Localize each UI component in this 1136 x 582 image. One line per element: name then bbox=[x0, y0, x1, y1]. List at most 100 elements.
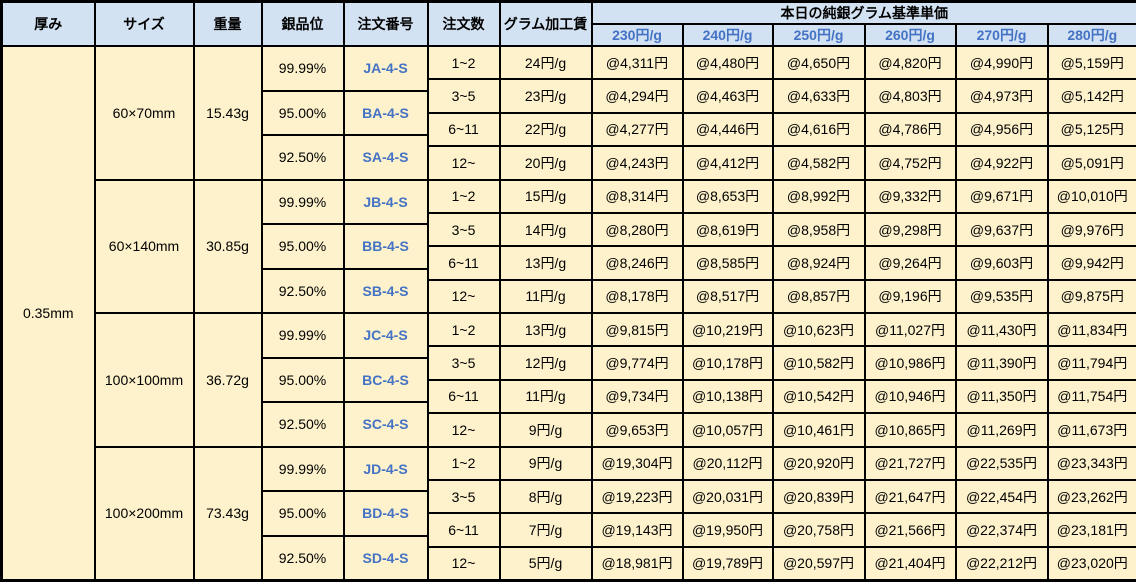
price-cell: @23,181円 bbox=[1048, 513, 1136, 546]
price-cell: @4,582円 bbox=[773, 146, 865, 179]
price-cell: @20,839円 bbox=[773, 480, 865, 513]
price-cell: @23,262円 bbox=[1048, 480, 1136, 513]
order-no-cell: JB-4-S bbox=[344, 180, 428, 225]
fee-cell: 20円/g bbox=[500, 146, 592, 179]
purity-cell: 92.50% bbox=[262, 536, 344, 581]
fee-cell: 7円/g bbox=[500, 513, 592, 546]
price-cell: @11,027円 bbox=[865, 313, 956, 346]
price-cell: @9,734円 bbox=[592, 380, 683, 413]
purity-cell: 95.00% bbox=[262, 91, 344, 136]
col-header-order-qty: 注文数 bbox=[428, 2, 500, 47]
price-tier-header-240: 240円/g bbox=[683, 24, 773, 46]
price-cell: @11,430円 bbox=[956, 313, 1048, 346]
price-cell: @4,616円 bbox=[773, 113, 865, 146]
price-cell: @8,924円 bbox=[773, 246, 865, 279]
order-qty-cell: 3~5 bbox=[428, 480, 500, 513]
price-cell: @20,597円 bbox=[773, 547, 865, 580]
price-cell: @21,566円 bbox=[865, 513, 956, 546]
price-cell: @8,992円 bbox=[773, 180, 865, 213]
order-no-cell: SC-4-S bbox=[344, 402, 428, 447]
price-cell: @4,990円 bbox=[956, 46, 1048, 79]
price-cell: @8,653円 bbox=[683, 180, 773, 213]
fee-cell: 23円/g bbox=[500, 79, 592, 112]
order-no-cell: SB-4-S bbox=[344, 269, 428, 314]
order-qty-cell: 6~11 bbox=[428, 246, 500, 279]
price-cell: @8,314円 bbox=[592, 180, 683, 213]
purity-cell: 92.50% bbox=[262, 402, 344, 447]
price-cell: @8,857円 bbox=[773, 280, 865, 313]
price-cell: @11,350円 bbox=[956, 380, 1048, 413]
price-group-header: 本日の純銀グラム基準単価 bbox=[592, 2, 1136, 25]
fee-cell: 9円/g bbox=[500, 413, 592, 446]
order-no-cell: JD-4-S bbox=[344, 447, 428, 492]
price-cell: @4,446円 bbox=[683, 113, 773, 146]
order-no-cell: BD-4-S bbox=[344, 491, 428, 536]
price-cell: @22,212円 bbox=[956, 547, 1048, 580]
price-cell: @4,922円 bbox=[956, 146, 1048, 179]
price-cell: @8,517円 bbox=[683, 280, 773, 313]
order-no-cell: BB-4-S bbox=[344, 224, 428, 269]
col-header-order-no: 注文番号 bbox=[344, 2, 428, 47]
price-cell: @9,264円 bbox=[865, 246, 956, 279]
price-cell: @10,946円 bbox=[865, 380, 956, 413]
price-cell: @9,976円 bbox=[1048, 213, 1136, 246]
price-cell: @11,269円 bbox=[956, 413, 1048, 446]
order-qty-cell: 1~2 bbox=[428, 313, 500, 346]
order-no-cell: JC-4-S bbox=[344, 313, 428, 358]
price-cell: @9,942円 bbox=[1048, 246, 1136, 279]
price-cell: @10,582円 bbox=[773, 346, 865, 379]
price-cell: @4,650円 bbox=[773, 46, 865, 79]
price-cell: @4,803円 bbox=[865, 79, 956, 112]
price-cell: @10,138円 bbox=[683, 380, 773, 413]
price-cell: @10,178円 bbox=[683, 346, 773, 379]
price-cell: @22,535円 bbox=[956, 447, 1048, 480]
fee-cell: 11円/g bbox=[500, 280, 592, 313]
order-qty-cell: 1~2 bbox=[428, 447, 500, 480]
price-cell: @5,142円 bbox=[1048, 79, 1136, 112]
order-no-cell: BA-4-S bbox=[344, 91, 428, 136]
price-cell: @23,343円 bbox=[1048, 447, 1136, 480]
price-cell: @19,950円 bbox=[683, 513, 773, 546]
price-cell: @9,653円 bbox=[592, 413, 683, 446]
price-cell: @4,412円 bbox=[683, 146, 773, 179]
price-cell: @5,159円 bbox=[1048, 46, 1136, 79]
col-header-thickness: 厚み bbox=[2, 2, 95, 47]
price-cell: @9,815円 bbox=[592, 313, 683, 346]
price-cell: @5,125円 bbox=[1048, 113, 1136, 146]
price-cell: @8,246円 bbox=[592, 246, 683, 279]
price-cell: @9,196円 bbox=[865, 280, 956, 313]
price-cell: @4,311円 bbox=[592, 46, 683, 79]
fee-cell: 15円/g bbox=[500, 180, 592, 213]
price-cell: @20,112円 bbox=[683, 447, 773, 480]
col-header-fee: グラム加工賃 bbox=[500, 2, 592, 47]
order-no-cell: JA-4-S bbox=[344, 46, 428, 91]
col-header-size: サイズ bbox=[95, 2, 194, 47]
price-cell: @9,332円 bbox=[865, 180, 956, 213]
price-tier-header-250: 250円/g bbox=[773, 24, 865, 46]
price-tier-header-280: 280円/g bbox=[1048, 24, 1136, 46]
fee-cell: 9円/g bbox=[500, 447, 592, 480]
price-cell: @20,758円 bbox=[773, 513, 865, 546]
table-header: 厚み サイズ 重量 銀品位 注文番号 注文数 グラム加工賃 本日の純銀グラム基準… bbox=[2, 2, 1136, 47]
fee-cell: 14円/g bbox=[500, 213, 592, 246]
order-no-cell: SD-4-S bbox=[344, 536, 428, 581]
size-cell: 100×200mm bbox=[95, 447, 194, 581]
price-cell: @19,223円 bbox=[592, 480, 683, 513]
price-cell: @21,727円 bbox=[865, 447, 956, 480]
price-cell: @9,637円 bbox=[956, 213, 1048, 246]
order-qty-cell: 12~ bbox=[428, 413, 500, 446]
order-qty-cell: 3~5 bbox=[428, 213, 500, 246]
price-cell: @19,143円 bbox=[592, 513, 683, 546]
price-cell: @10,623円 bbox=[773, 313, 865, 346]
price-cell: @11,834円 bbox=[1048, 313, 1136, 346]
order-qty-cell: 1~2 bbox=[428, 46, 500, 79]
price-cell: @10,865円 bbox=[865, 413, 956, 446]
price-cell: @19,789円 bbox=[683, 547, 773, 580]
price-cell: @8,280円 bbox=[592, 213, 683, 246]
price-tier-header-260: 260円/g bbox=[865, 24, 956, 46]
